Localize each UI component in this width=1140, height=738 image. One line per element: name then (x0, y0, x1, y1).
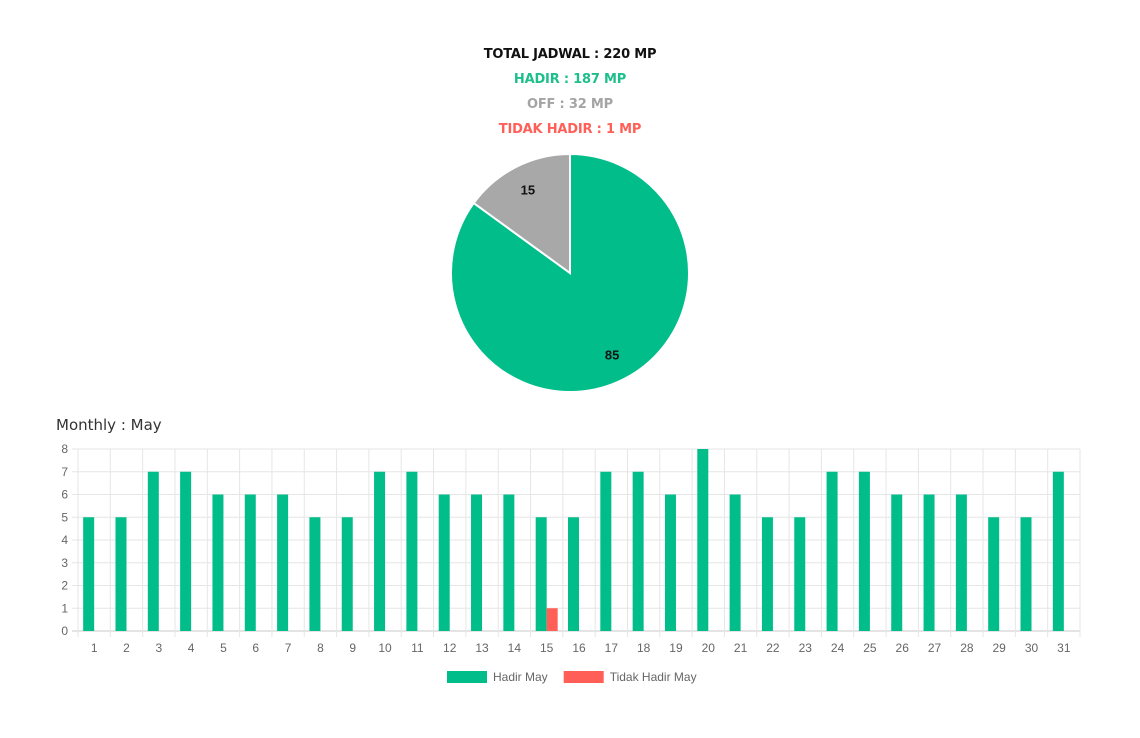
x-tick-label: 21 (734, 641, 748, 655)
pie-slice-label-1: 15 (521, 182, 535, 197)
x-tick-label: 15 (540, 641, 554, 655)
bar-hadir-11[interactable] (406, 471, 418, 631)
x-tick-label: 26 (896, 641, 910, 655)
bar-hadir-27[interactable] (923, 494, 935, 632)
bar-hadir-12[interactable] (438, 494, 450, 632)
x-tick-label: 28 (960, 641, 974, 655)
bar-hadir-23[interactable] (794, 517, 806, 631)
bar-hadir-19[interactable] (664, 494, 676, 632)
legend-swatch-tidak-hadir (563, 671, 604, 683)
x-tick-label: 22 (766, 641, 780, 655)
bar-hadir-26[interactable] (891, 494, 903, 632)
y-tick-label: 8 (61, 442, 68, 456)
legend-label-hadir[interactable]: Hadir May (493, 670, 548, 684)
x-tick-label: 4 (188, 641, 195, 655)
x-tick-label: 30 (1025, 641, 1039, 655)
pie-chart: 85 15 (450, 152, 690, 393)
bar-hadir-31[interactable] (1052, 471, 1064, 631)
x-tick-label: 27 (928, 641, 942, 655)
x-tick-label: 24 (831, 641, 845, 655)
bar-hadir-14[interactable] (503, 494, 515, 632)
x-tick-label: 9 (349, 641, 356, 655)
x-tick-label: 20 (702, 641, 716, 655)
x-tick-label: 31 (1057, 641, 1071, 655)
bar-hadir-5[interactable] (212, 494, 224, 632)
x-tick-label: 19 (669, 641, 683, 655)
x-tick-label: 3 (155, 641, 162, 655)
bar-hadir-24[interactable] (826, 471, 838, 631)
bar-hadir-3[interactable] (147, 471, 159, 631)
x-tick-label: 10 (378, 641, 392, 655)
bar-hadir-6[interactable] (244, 494, 256, 632)
total-jadwal-label: TOTAL JADWAL : 220 MP (483, 47, 657, 62)
x-tick-label: 11 (411, 641, 424, 655)
x-tick-label: 12 (443, 641, 457, 655)
x-tick-label: 8 (317, 641, 324, 655)
bar-hadir-13[interactable] (471, 494, 483, 632)
x-tick-label: 16 (572, 641, 586, 655)
y-tick-label: 6 (61, 488, 68, 502)
x-tick-label: 29 (993, 641, 1007, 655)
off-label: OFF : 32 MP (527, 97, 613, 112)
tidak-hadir-label: TIDAK HADIR : 1 MP (498, 122, 642, 137)
y-tick-label: 7 (61, 465, 68, 479)
pie-slice-label-0: 85 (605, 348, 619, 363)
bar-hadir-4[interactable] (180, 471, 192, 631)
y-tick-label: 3 (61, 556, 68, 570)
x-tick-label: 25 (863, 641, 877, 655)
x-tick-label: 13 (475, 641, 489, 655)
x-tick-label: 17 (605, 641, 619, 655)
bar-hadir-1[interactable] (83, 517, 95, 631)
bar-hadir-21[interactable] (729, 494, 741, 632)
y-tick-label: 1 (61, 601, 68, 615)
monthly-title: Monthly : May (56, 416, 162, 434)
bar-hadir-22[interactable] (761, 517, 773, 631)
legend-label-tidak-hadir[interactable]: Tidak Hadir May (610, 670, 697, 684)
x-tick-label: 6 (252, 641, 259, 655)
x-tick-label: 5 (220, 641, 227, 655)
bar-hadir-16[interactable] (568, 517, 579, 631)
y-tick-label: 4 (61, 533, 68, 547)
bar-hadir-7[interactable] (277, 494, 289, 632)
y-tick-label: 5 (61, 510, 68, 524)
x-tick-label: 2 (123, 641, 130, 655)
legend-swatch-hadir (447, 671, 487, 683)
bar-hadir-8[interactable] (309, 517, 321, 631)
bar-hadir-20[interactable] (697, 449, 709, 631)
bar-hadir-28[interactable] (955, 494, 967, 632)
bar-hadir-17[interactable] (600, 471, 612, 631)
bar-hadir-30[interactable] (1020, 517, 1032, 631)
y-tick-label: 0 (61, 624, 68, 638)
bar-tidak-hadir-15[interactable] (546, 608, 558, 631)
hadir-label: HADIR : 187 MP (513, 72, 627, 87)
summary-stats: TOTAL JADWAL : 220 MP HADIR : 187 MP OFF… (0, 42, 1140, 142)
x-tick-label: 7 (285, 641, 292, 655)
pie-slice-1[interactable] (472, 152, 571, 275)
bar-hadir-29[interactable] (988, 517, 1000, 631)
x-tick-label: 1 (91, 641, 98, 655)
bar-hadir-2[interactable] (115, 517, 127, 631)
x-tick-label: 23 (799, 641, 813, 655)
bar-hadir-10[interactable] (374, 471, 386, 631)
y-tick-label: 2 (61, 579, 68, 593)
bar-hadir-25[interactable] (858, 471, 870, 631)
x-tick-label: 14 (508, 641, 522, 655)
bar-hadir-15[interactable] (535, 517, 547, 631)
bar-hadir-9[interactable] (341, 517, 353, 631)
x-tick-label: 18 (637, 641, 651, 655)
bar-hadir-18[interactable] (632, 471, 644, 631)
